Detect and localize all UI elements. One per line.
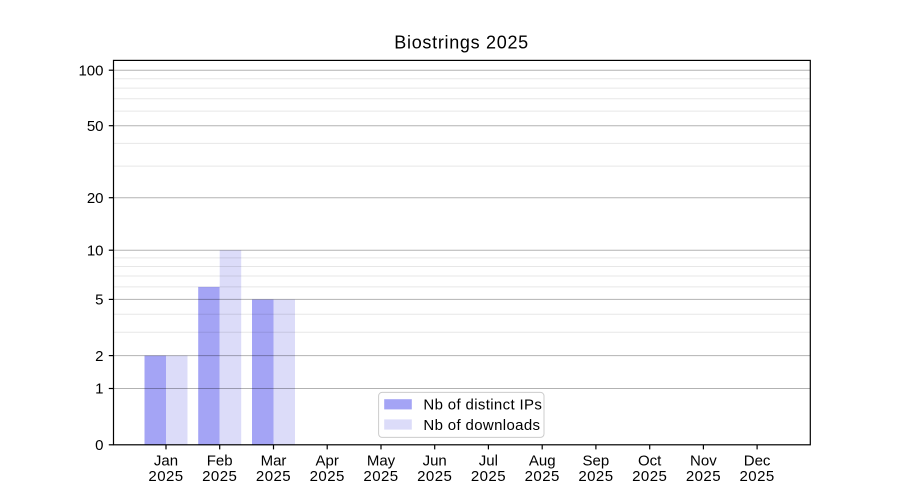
svg-text:Biostrings 2025: Biostrings 2025 bbox=[394, 33, 529, 53]
svg-text:Nov: Nov bbox=[690, 453, 717, 470]
svg-text:10: 10 bbox=[87, 242, 104, 259]
svg-text:Nb of distinct IPs: Nb of distinct IPs bbox=[423, 397, 542, 414]
svg-text:Feb: Feb bbox=[207, 453, 233, 470]
svg-text:0: 0 bbox=[95, 437, 103, 454]
svg-text:2025: 2025 bbox=[256, 468, 291, 485]
svg-text:May: May bbox=[367, 453, 396, 470]
svg-text:Mar: Mar bbox=[261, 453, 287, 470]
svg-text:50: 50 bbox=[87, 118, 104, 135]
svg-text:2025: 2025 bbox=[740, 468, 775, 485]
svg-text:2025: 2025 bbox=[148, 468, 183, 485]
svg-text:Jan: Jan bbox=[154, 453, 178, 470]
svg-text:Sep: Sep bbox=[583, 453, 610, 470]
svg-text:2025: 2025 bbox=[363, 468, 398, 485]
svg-text:100: 100 bbox=[78, 62, 103, 79]
svg-text:2025: 2025 bbox=[632, 468, 667, 485]
svg-text:1: 1 bbox=[95, 381, 103, 398]
svg-text:5: 5 bbox=[95, 292, 103, 309]
svg-text:Oct: Oct bbox=[638, 453, 662, 470]
svg-text:Nb of downloads: Nb of downloads bbox=[423, 417, 540, 434]
svg-text:2025: 2025 bbox=[310, 468, 345, 485]
svg-text:2025: 2025 bbox=[525, 468, 560, 485]
svg-text:Dec: Dec bbox=[744, 453, 771, 470]
svg-text:20: 20 bbox=[87, 190, 104, 207]
svg-text:2025: 2025 bbox=[417, 468, 452, 485]
svg-text:2025: 2025 bbox=[578, 468, 613, 485]
svg-text:2025: 2025 bbox=[686, 468, 721, 485]
svg-text:Aug: Aug bbox=[529, 453, 556, 470]
svg-text:2025: 2025 bbox=[202, 468, 237, 485]
svg-text:2025: 2025 bbox=[471, 468, 506, 485]
svg-text:2: 2 bbox=[95, 348, 103, 365]
svg-text:Jun: Jun bbox=[423, 453, 447, 470]
svg-text:Apr: Apr bbox=[316, 453, 339, 470]
svg-text:Jul: Jul bbox=[479, 453, 498, 470]
